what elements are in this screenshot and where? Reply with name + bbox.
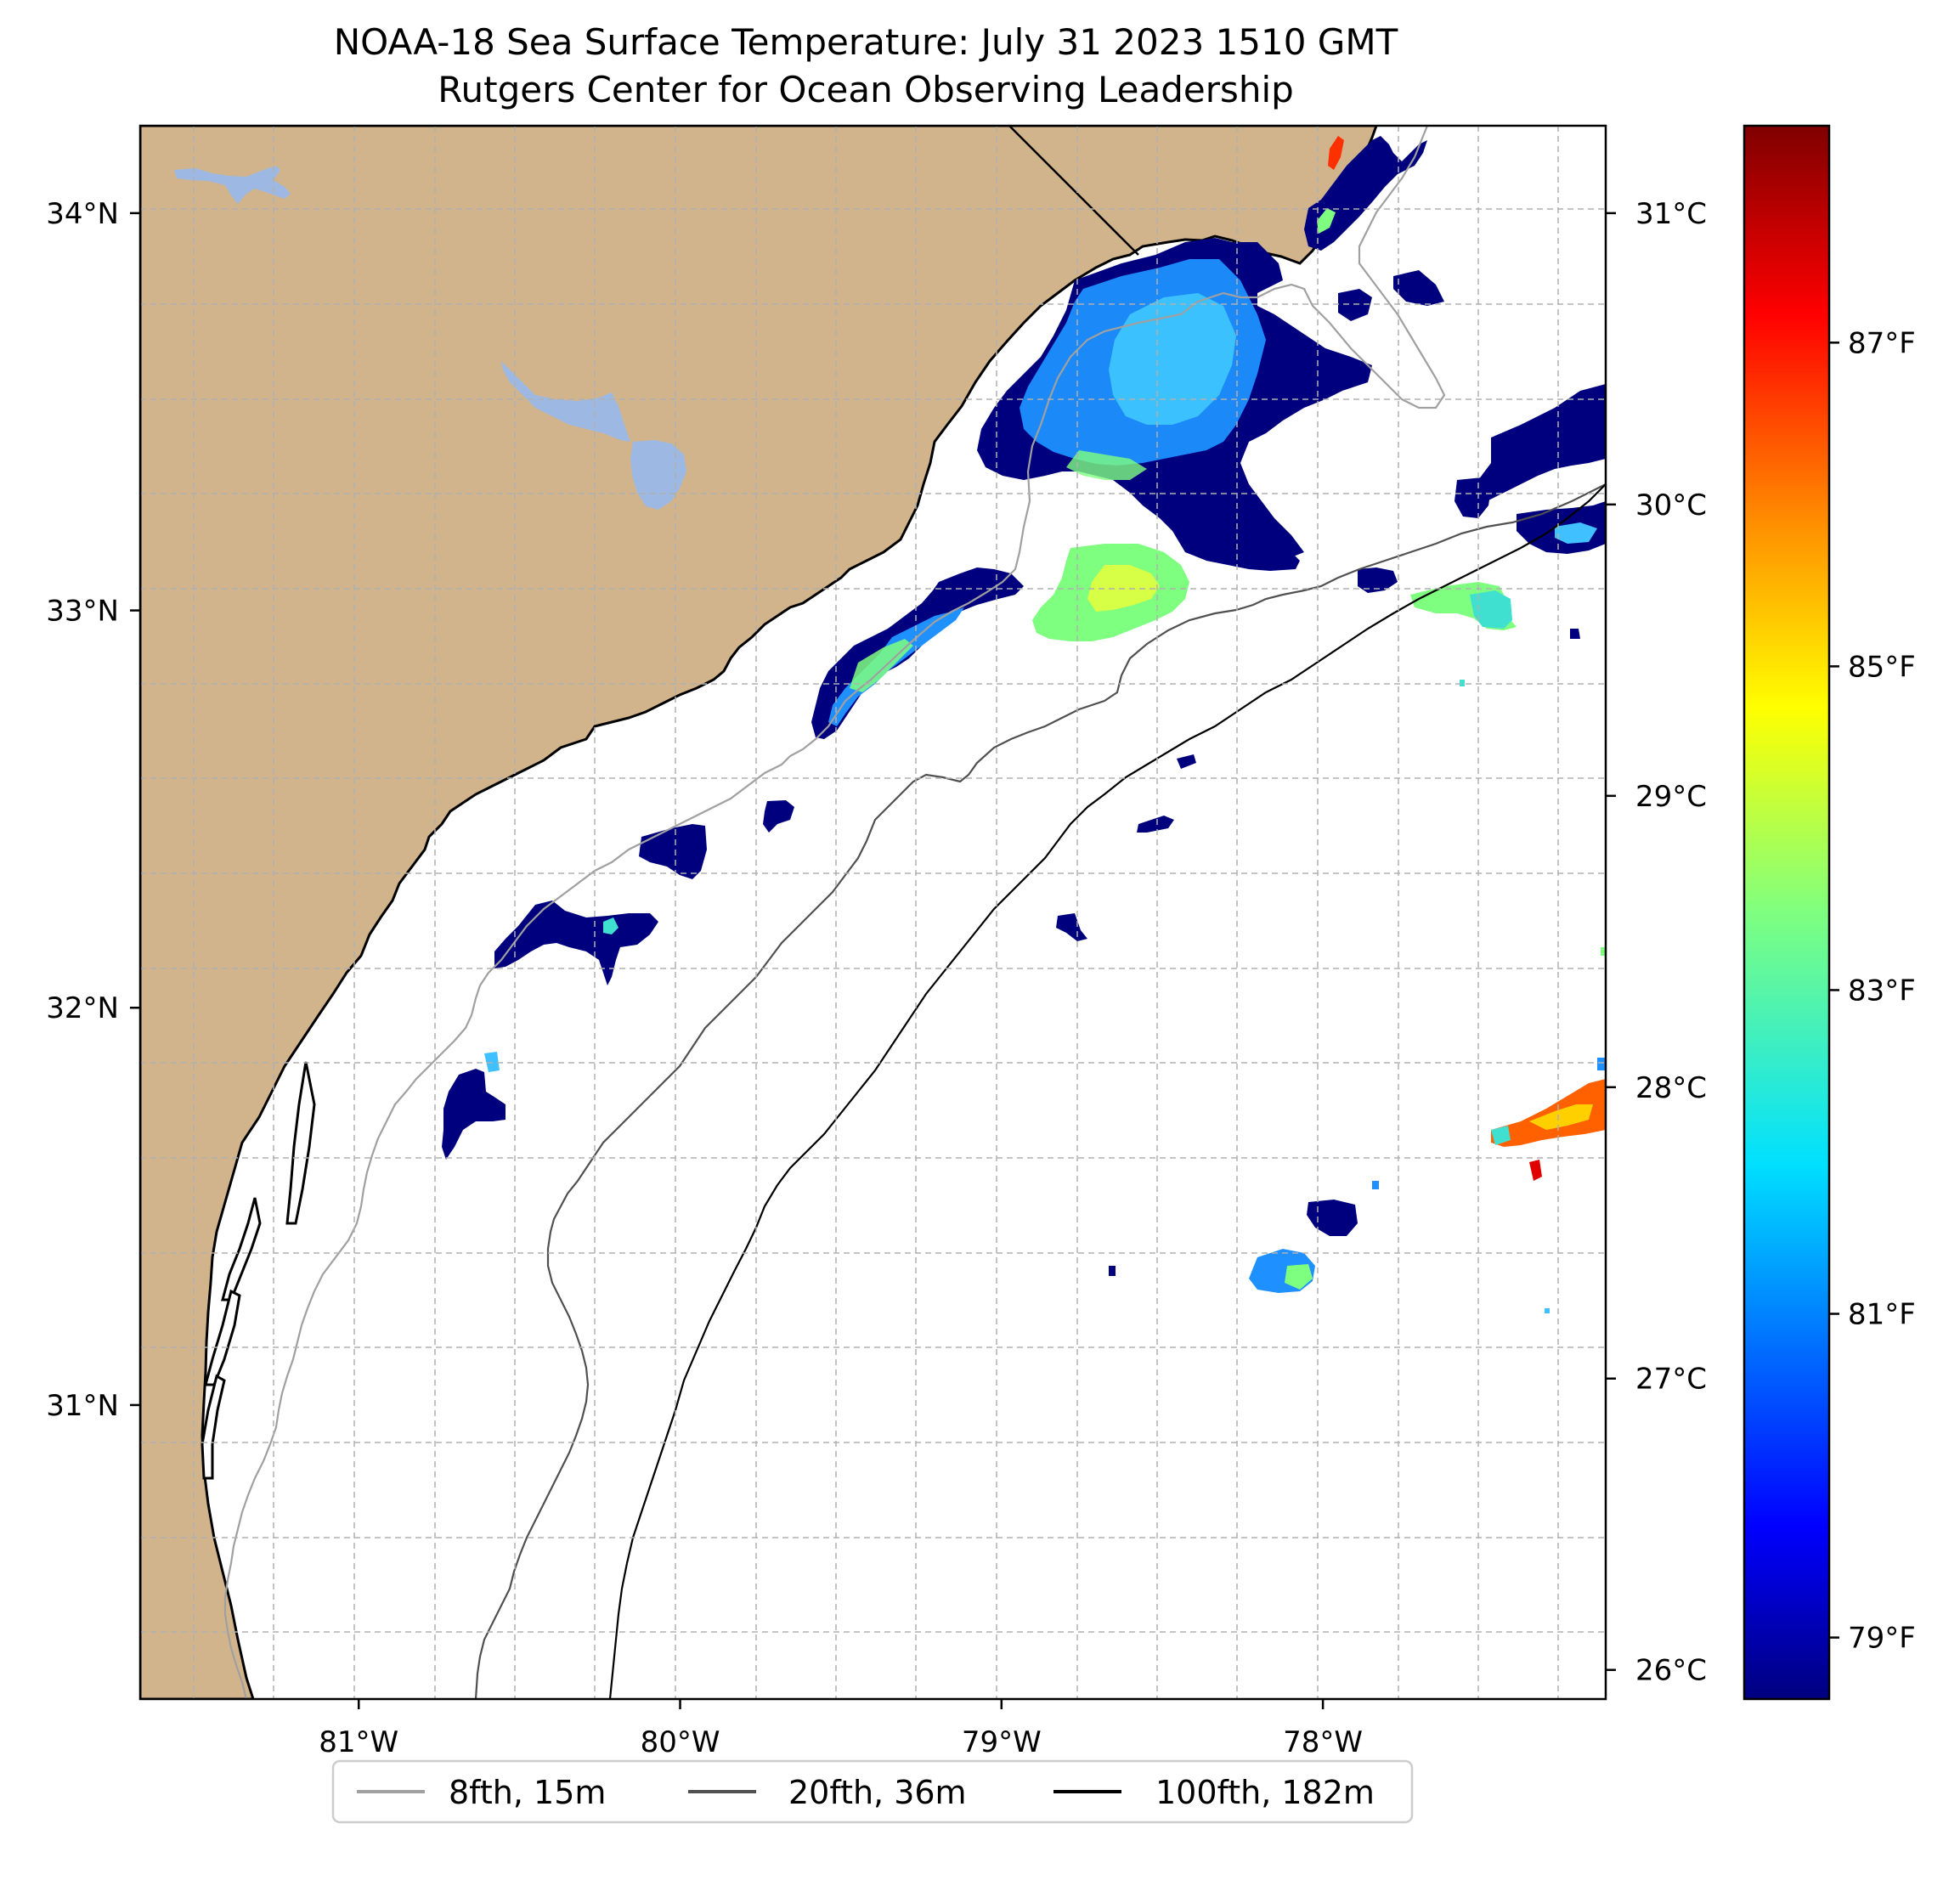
lake-marion (501, 361, 630, 442)
sst-patch-st-helena-cyan (484, 1052, 500, 1072)
sst-patch-northeast-dark-2 (1338, 289, 1372, 321)
sst-patch-gulf-stream-north (1461, 384, 1606, 505)
gridlines (140, 126, 1606, 1699)
lake-moultrie (630, 440, 686, 510)
state-border (1008, 126, 1139, 256)
sst-patch-grand-strand-red (1328, 136, 1344, 170)
land-mass (140, 126, 1378, 1699)
sst-patch-cape-romain-green (850, 639, 913, 692)
x-tick-label-0: 81°W (319, 1725, 398, 1759)
x-tick-label-2: 79°W (962, 1725, 1042, 1759)
x-tick-label-1: 80°W (641, 1725, 720, 1759)
colorbar: 26°C 27°C 28°C 29°C 30°C 31°C 79°F 81°F 83°F 85°… (1606, 124, 1916, 1701)
sst-patch-charleston-1 (639, 824, 707, 879)
fahrenheit-tick-label-3: 85°F (1848, 650, 1916, 684)
sst-patch-dot-5 (1597, 1058, 1606, 1070)
sst-patch-cape-romain-inner (828, 607, 964, 726)
celsius-tick-label-4: 30°C (1635, 488, 1707, 522)
map-area (138, 124, 1607, 1701)
fahrenheit-tick-label-4: 87°F (1848, 326, 1916, 360)
fahrenheit-tick-label-1: 81°F (1848, 1298, 1916, 1332)
x-axis-ticks: 81°W 80°W 79°W 78°W (319, 1699, 1363, 1759)
sst-patch-east-warm (1491, 1079, 1606, 1147)
sst-patch-small-1 (1570, 629, 1580, 639)
sst-patch-gulf-stream-mid (1454, 477, 1491, 518)
fahrenheit-tick-label-2: 83°F (1848, 974, 1916, 1008)
y-tick-label-3: 31°N (46, 1389, 119, 1423)
sst-patch-dot-1 (1109, 1266, 1116, 1276)
map-title-line2: Rutgers Center for Ocean Observing Leade… (438, 69, 1294, 110)
celsius-tick-label-3: 29°C (1635, 780, 1707, 814)
sst-patch-long-bay-green (1066, 450, 1147, 480)
legend-label-100fth: 100fth, 182m (1155, 1774, 1375, 1811)
sst-patch-east-warm-red (1529, 1160, 1542, 1181)
colorbar-celsius-ticks: 26°C 27°C 28°C 29°C 30°C 31°C (1606, 197, 1707, 1688)
sea-island-4 (201, 1374, 226, 1480)
legend: 8fth, 15m 20fth, 36m 100fth, 182m (331, 1759, 1414, 1824)
sst-patch-offshore-mid-dark (1172, 510, 1291, 569)
sea-island-1 (285, 1061, 316, 1225)
sst-patch-dot-6 (1601, 947, 1606, 956)
isobath-100fth (608, 483, 1606, 1699)
legend-label-20fth: 20fth, 36m (788, 1774, 967, 1811)
sst-patch-south-east-2-green (1285, 1264, 1313, 1290)
sst-patch-long-bay-cyan (1109, 293, 1236, 425)
fahrenheit-tick-label-0: 79°F (1848, 1622, 1916, 1656)
legend-box (331, 1759, 1414, 1824)
y-axis-ticks: 34°N 33°N 32°N 31°N (46, 197, 140, 1423)
sst-patch-st-helena (442, 1069, 506, 1160)
sea-island-2 (221, 1197, 262, 1301)
celsius-tick-label-5: 31°C (1635, 197, 1707, 231)
sst-patches (442, 136, 1606, 1313)
sst-patch-gulf-stream-south (1358, 567, 1398, 593)
sst-patch-small-4 (1056, 913, 1087, 941)
sst-patch-small-3 (1177, 754, 1196, 769)
celsius-tick-label-1: 27°C (1635, 1363, 1707, 1397)
map-title-line1: NOAA-18 Sea Surface Temperature: July 31… (334, 21, 1398, 63)
y-tick-label-0: 34°N (46, 197, 119, 231)
sst-patch-east-warm-yellow (1529, 1104, 1593, 1130)
sst-patch-south-east-1 (1307, 1200, 1358, 1236)
x-tick-label-3: 78°W (1283, 1725, 1363, 1759)
sst-patch-edisto-cyan (603, 917, 619, 934)
sst-patch-edisto (494, 900, 658, 985)
map-frame (138, 124, 1607, 1701)
sst-patch-dot-2 (1372, 1181, 1379, 1189)
isobath-8fth (223, 126, 1446, 1699)
sst-patch-charleston-2 (763, 800, 794, 833)
sst-patch-dot-4 (1460, 680, 1465, 686)
lake-wateree (174, 166, 291, 204)
sst-patch-grand-strand-green (1317, 208, 1336, 234)
celsius-tick-label-0: 26°C (1635, 1654, 1707, 1688)
y-tick-label-1: 33°N (46, 595, 119, 629)
sst-patch-gulf-stream-east-cyan (1555, 522, 1597, 544)
sst-patch-east-warm-cyan (1491, 1126, 1511, 1145)
sst-patch-dot-3 (1545, 1308, 1550, 1313)
sst-patch-small-2 (1137, 816, 1174, 833)
celsius-tick-label-2: 28°C (1635, 1071, 1707, 1105)
legend-label-8fth: 8fth, 15m (449, 1774, 606, 1811)
y-tick-label-2: 32°N (46, 991, 119, 1025)
sst-patch-northeast-dark (1393, 270, 1444, 306)
sst-patch-gulf-stream-green-cyan (1470, 590, 1512, 629)
colorbar-fahrenheit-ticks: 79°F 81°F 83°F 85°F 87°F (1829, 326, 1916, 1656)
sst-patch-grand-strand-top (1304, 136, 1427, 251)
colorbar-gradient (1743, 124, 1831, 1701)
